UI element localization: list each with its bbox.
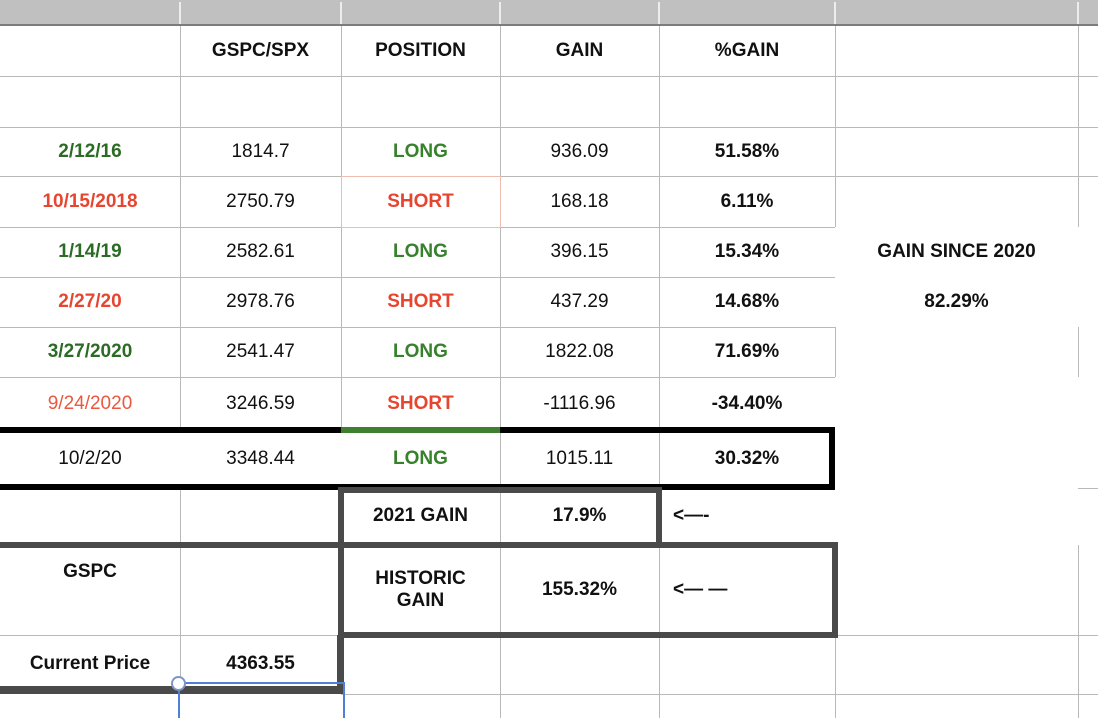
cell-price[interactable]: 2750.79 — [226, 190, 295, 212]
gridline — [0, 277, 835, 278]
current-price-label[interactable]: Current Price — [29, 652, 151, 674]
thick-border-segment — [0, 686, 344, 694]
thick-border-segment — [0, 542, 341, 548]
gridline — [0, 327, 835, 328]
cell-gain[interactable]: 437.29 — [550, 291, 609, 313]
cell-gain[interactable]: 1015.11 — [545, 447, 614, 469]
gridline — [835, 635, 1098, 636]
gain-since-2020-value[interactable]: 82.29% — [924, 291, 989, 313]
selection-handle[interactable] — [171, 676, 186, 691]
gain-2021-value[interactable]: 17.9% — [552, 505, 607, 527]
gridline — [835, 26, 836, 227]
cell-pct-gain[interactable]: 71.69% — [714, 341, 780, 363]
ticker-label[interactable]: GSPC — [63, 561, 117, 582]
column-separator — [499, 2, 501, 24]
cell-position[interactable]: LONG — [393, 341, 448, 363]
cell-position[interactable]: SHORT — [387, 291, 454, 313]
gridline — [1078, 488, 1098, 489]
gridline — [180, 487, 181, 694]
gridline — [659, 638, 660, 718]
gridline — [659, 548, 660, 632]
cell-date[interactable]: 3/27/2020 — [47, 341, 133, 363]
gridline — [500, 227, 501, 430]
cell-price[interactable]: 2978.76 — [226, 291, 295, 313]
gridline — [659, 26, 660, 430]
cell-date[interactable]: 10/2/20 — [58, 447, 122, 469]
header-position[interactable]: POSITION — [375, 40, 466, 62]
cell-gain[interactable]: 396.15 — [550, 241, 609, 263]
gridline — [341, 227, 342, 430]
gridline — [500, 433, 501, 484]
cell-price[interactable]: 3246.59 — [226, 392, 295, 414]
gain-2021-label[interactable]: 2021 GAIN — [372, 505, 469, 527]
header-pct-gain[interactable]: %GAIN — [714, 40, 780, 62]
header-gain[interactable]: GAIN — [555, 40, 604, 62]
gridline — [1078, 327, 1079, 377]
cell-gain[interactable]: -1116.96 — [543, 392, 616, 414]
column-separator — [179, 2, 181, 24]
cell-pct-gain[interactable]: 14.68% — [714, 291, 780, 313]
cell-pct-gain[interactable]: 30.32% — [714, 447, 780, 469]
historic-gain-value[interactable]: 155.32% — [541, 579, 617, 601]
cell-gain[interactable]: 1822.08 — [545, 341, 614, 363]
gridline — [0, 76, 1098, 77]
column-separator — [834, 2, 836, 24]
long-cell-green-border-segment — [341, 427, 500, 433]
gridline — [500, 493, 501, 542]
gain-since-2020-label[interactable]: GAIN SINCE 2020 — [877, 241, 1036, 263]
cell-price[interactable]: 3348.44 — [226, 447, 295, 469]
cell-date[interactable]: 2/27/20 — [58, 291, 122, 313]
column-separator — [658, 2, 660, 24]
current-price-value[interactable]: 4363.55 — [226, 652, 295, 674]
cell-position[interactable]: LONG — [393, 241, 448, 263]
header-gspc-spx[interactable]: GSPC/SPX — [211, 40, 310, 62]
historic-gain-arrow[interactable]: <— — — [673, 579, 728, 601]
gridline — [835, 327, 836, 377]
column-header-bar — [0, 0, 1098, 24]
cell-price[interactable]: 1814.7 — [231, 140, 290, 162]
cell-price[interactable]: 2541.47 — [226, 341, 295, 363]
historic-gain-box — [338, 542, 838, 638]
cell-pct-gain[interactable]: 6.11% — [720, 190, 774, 212]
cell-gain[interactable]: 936.09 — [550, 140, 609, 162]
gridline — [835, 638, 836, 718]
gridline — [180, 26, 181, 430]
historic-gain-label[interactable]: HISTORIC GAIN — [375, 568, 466, 611]
cell-date[interactable]: 2/12/16 — [58, 140, 122, 162]
gridline — [341, 26, 342, 176]
thick-border-segment — [337, 635, 344, 694]
gridline — [659, 433, 660, 484]
gridline — [500, 548, 501, 632]
gridline — [500, 638, 501, 718]
cell-date[interactable]: 1/14/19 — [58, 241, 122, 263]
short-cell-highlight-border — [341, 176, 501, 228]
cell-gain[interactable]: 168.18 — [550, 190, 609, 212]
gridline — [0, 635, 341, 636]
cell-position[interactable]: SHORT — [387, 190, 454, 212]
cell-pct-gain[interactable]: 15.34% — [714, 241, 780, 263]
gridline — [500, 26, 501, 176]
cell-price[interactable]: 2582.61 — [226, 241, 295, 263]
cell-date[interactable]: 9/24/2020 — [47, 392, 133, 414]
cell-position[interactable]: LONG — [393, 447, 448, 469]
gain-2021-arrow[interactable]: <—- — [673, 505, 710, 527]
cell-position[interactable]: LONG — [393, 140, 448, 162]
gridline — [0, 176, 1098, 177]
gridline — [1078, 26, 1079, 227]
gridline — [341, 694, 1098, 695]
column-separator — [1077, 2, 1079, 24]
cell-pct-gain[interactable]: -34.40% — [711, 392, 783, 414]
cell-position[interactable]: SHORT — [387, 392, 454, 414]
cell-pct-gain[interactable]: 51.58% — [714, 140, 780, 162]
cell-date[interactable]: 10/15/2018 — [42, 190, 138, 212]
gridline — [0, 377, 835, 378]
column-separator — [340, 2, 342, 24]
selected-cell-outline[interactable] — [178, 682, 345, 718]
gridline — [0, 127, 1098, 128]
gridline — [1078, 545, 1079, 718]
header-bar-bottom-edge — [0, 24, 1098, 26]
